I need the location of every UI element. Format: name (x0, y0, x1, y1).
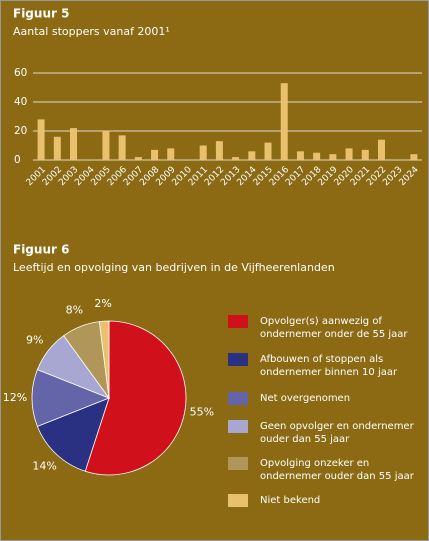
legend-label: Net overgenomen (260, 393, 351, 404)
chart-subtitle: Aantal stoppers vanaf 2001¹ (13, 25, 170, 38)
bar (151, 149, 159, 160)
pie-slice (84, 320, 187, 476)
bar (377, 139, 385, 160)
legend-swatch (228, 420, 248, 433)
y-tick-label: 0 (14, 154, 21, 166)
data-label: 9% (26, 333, 43, 346)
chart-title: Figuur 6 (13, 243, 69, 257)
bar (134, 157, 142, 160)
legend-label: Geen opvolger en ondernemer ouder dan 55… (260, 421, 414, 445)
data-label: 2% (94, 297, 111, 310)
bar (167, 148, 175, 160)
pie-slice (36, 397, 110, 472)
bar (361, 149, 369, 160)
y-tick-label: 60 (14, 67, 27, 79)
y-tick-label: 20 (14, 125, 27, 137)
legend-swatch (228, 315, 248, 328)
legend-swatch (228, 457, 248, 470)
bar (199, 145, 207, 160)
bar (296, 151, 304, 160)
bar (118, 135, 126, 160)
legend-swatch (228, 353, 248, 366)
bar (410, 154, 418, 160)
bar (248, 151, 256, 160)
y-tick-label: 40 (14, 96, 27, 108)
bar (215, 141, 223, 160)
data-label: 12% (3, 391, 27, 404)
bar (264, 142, 272, 160)
bar (329, 154, 337, 160)
data-label: 8% (66, 304, 83, 317)
bar (280, 83, 288, 160)
legend-label: Opvolging onzeker en ondernemer ouder da… (260, 458, 414, 482)
bar (102, 131, 110, 160)
legend-label: Afbouwen of stoppen als ondernemer binne… (260, 354, 398, 378)
legend-swatch (228, 392, 248, 405)
legend-label: Opvolger(s) aanwezig of ondernemer onder… (260, 316, 408, 340)
chart-title: Figuur 5 (13, 7, 69, 21)
chart-subtitle: Leeftijd en opvolging van bedrijven in d… (13, 261, 335, 274)
pie-slice (98, 320, 110, 399)
bar (313, 152, 321, 160)
data-label: 55% (190, 406, 214, 419)
legend-label: Niet bekend (260, 495, 321, 506)
bar (232, 157, 240, 160)
bar (53, 136, 61, 160)
bar (37, 119, 45, 160)
data-label: 14% (32, 460, 56, 473)
bar (345, 148, 353, 160)
legend-swatch (228, 494, 248, 507)
bar (70, 128, 78, 160)
